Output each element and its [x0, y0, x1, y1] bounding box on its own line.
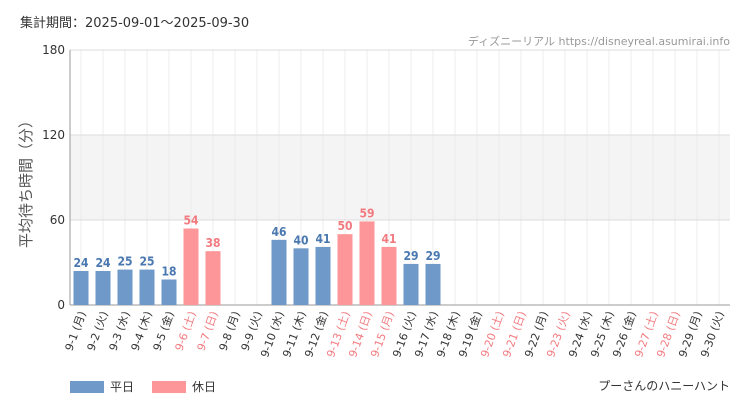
y-tick-label: 60: [50, 213, 65, 227]
data-label: 41: [315, 232, 330, 246]
legend-item-weekday: 平日: [70, 378, 134, 395]
bar: [183, 228, 199, 305]
data-label: 46: [271, 225, 286, 239]
attraction-name: プーさんのハニーハント: [598, 379, 730, 393]
bar: [161, 279, 177, 305]
bar: [403, 263, 419, 305]
bar: [139, 269, 155, 305]
y-tick-label: 180: [42, 43, 65, 57]
legend-item-holiday: 休日: [152, 378, 216, 395]
y-tick-label: 0: [57, 298, 65, 312]
data-label: 54: [183, 214, 199, 228]
legend: 平日 休日: [70, 378, 216, 395]
bar: [337, 234, 353, 305]
bar: [381, 246, 397, 305]
bar: [315, 246, 331, 305]
bar: [205, 251, 221, 305]
bar: [73, 271, 89, 305]
bar: [271, 239, 287, 305]
data-label: 40: [293, 233, 308, 247]
legend-swatch-holiday: [152, 380, 187, 393]
data-label: 25: [117, 255, 132, 269]
bar: [293, 248, 309, 305]
legend-label-weekday: 平日: [110, 380, 135, 394]
bar: [359, 221, 375, 305]
legend-label-holiday: 休日: [192, 380, 217, 394]
bar: [117, 269, 133, 305]
period-label: 集計期間：2025-09-01～2025-09-30: [20, 16, 250, 31]
data-label: 59: [359, 206, 374, 220]
y-tick-label: 120: [42, 128, 65, 142]
data-label: 41: [381, 232, 396, 246]
data-label: 38: [205, 236, 220, 250]
bar: [425, 263, 441, 305]
data-label: 29: [403, 249, 418, 263]
data-label: 18: [161, 265, 176, 279]
legend-swatch-weekday: [70, 380, 104, 393]
data-label: 24: [95, 256, 111, 270]
bar: [95, 271, 111, 305]
source-credit: ディズニーリアル https://disneyreal.asumirai.inf…: [467, 35, 730, 48]
data-label: 24: [73, 256, 89, 270]
data-label: 29: [425, 249, 440, 263]
grid-band: [70, 135, 730, 220]
data-label: 50: [337, 219, 352, 233]
data-label: 25: [139, 255, 154, 269]
